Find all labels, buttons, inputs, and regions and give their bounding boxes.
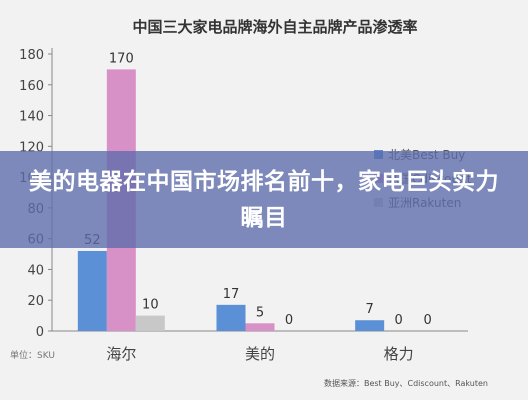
source-label: 数据来源：Best Buy、Cdiscount、Rakuten bbox=[324, 378, 488, 388]
unit-label: 单位：SKU bbox=[10, 349, 55, 361]
y-tick-label: 140 bbox=[19, 110, 44, 125]
y-tick-label: 160 bbox=[19, 79, 44, 94]
data-label: 5 bbox=[256, 305, 264, 320]
data-label: 17 bbox=[223, 287, 240, 302]
data-label: 7 bbox=[366, 302, 374, 317]
y-tick-label: 180 bbox=[19, 48, 44, 63]
data-label: 0 bbox=[424, 313, 432, 328]
chart-title: 中国三大家电品牌海外自主品牌产品渗透率 bbox=[132, 18, 417, 36]
bar bbox=[245, 323, 275, 331]
data-label: 170 bbox=[109, 51, 134, 66]
x-tick-label: 美的 bbox=[245, 345, 275, 363]
data-label: 0 bbox=[395, 313, 403, 328]
x-tick-label: 格力 bbox=[384, 345, 414, 363]
bar bbox=[135, 315, 165, 331]
y-tick-label: 0 bbox=[36, 325, 44, 340]
bar bbox=[77, 250, 107, 331]
y-tick-label: 20 bbox=[27, 294, 44, 309]
headline-banner: 美的电器在中国市场排名前十，家电巨头实力瞩目 bbox=[0, 151, 528, 248]
bar bbox=[216, 304, 246, 331]
y-tick-label: 40 bbox=[27, 263, 44, 278]
headline-text: 美的电器在中国市场排名前十，家电巨头实力瞩目 bbox=[29, 168, 499, 231]
data-label: 0 bbox=[285, 313, 293, 328]
bar bbox=[355, 320, 385, 331]
x-tick-label: 海尔 bbox=[106, 345, 136, 363]
data-label: 10 bbox=[142, 298, 159, 313]
